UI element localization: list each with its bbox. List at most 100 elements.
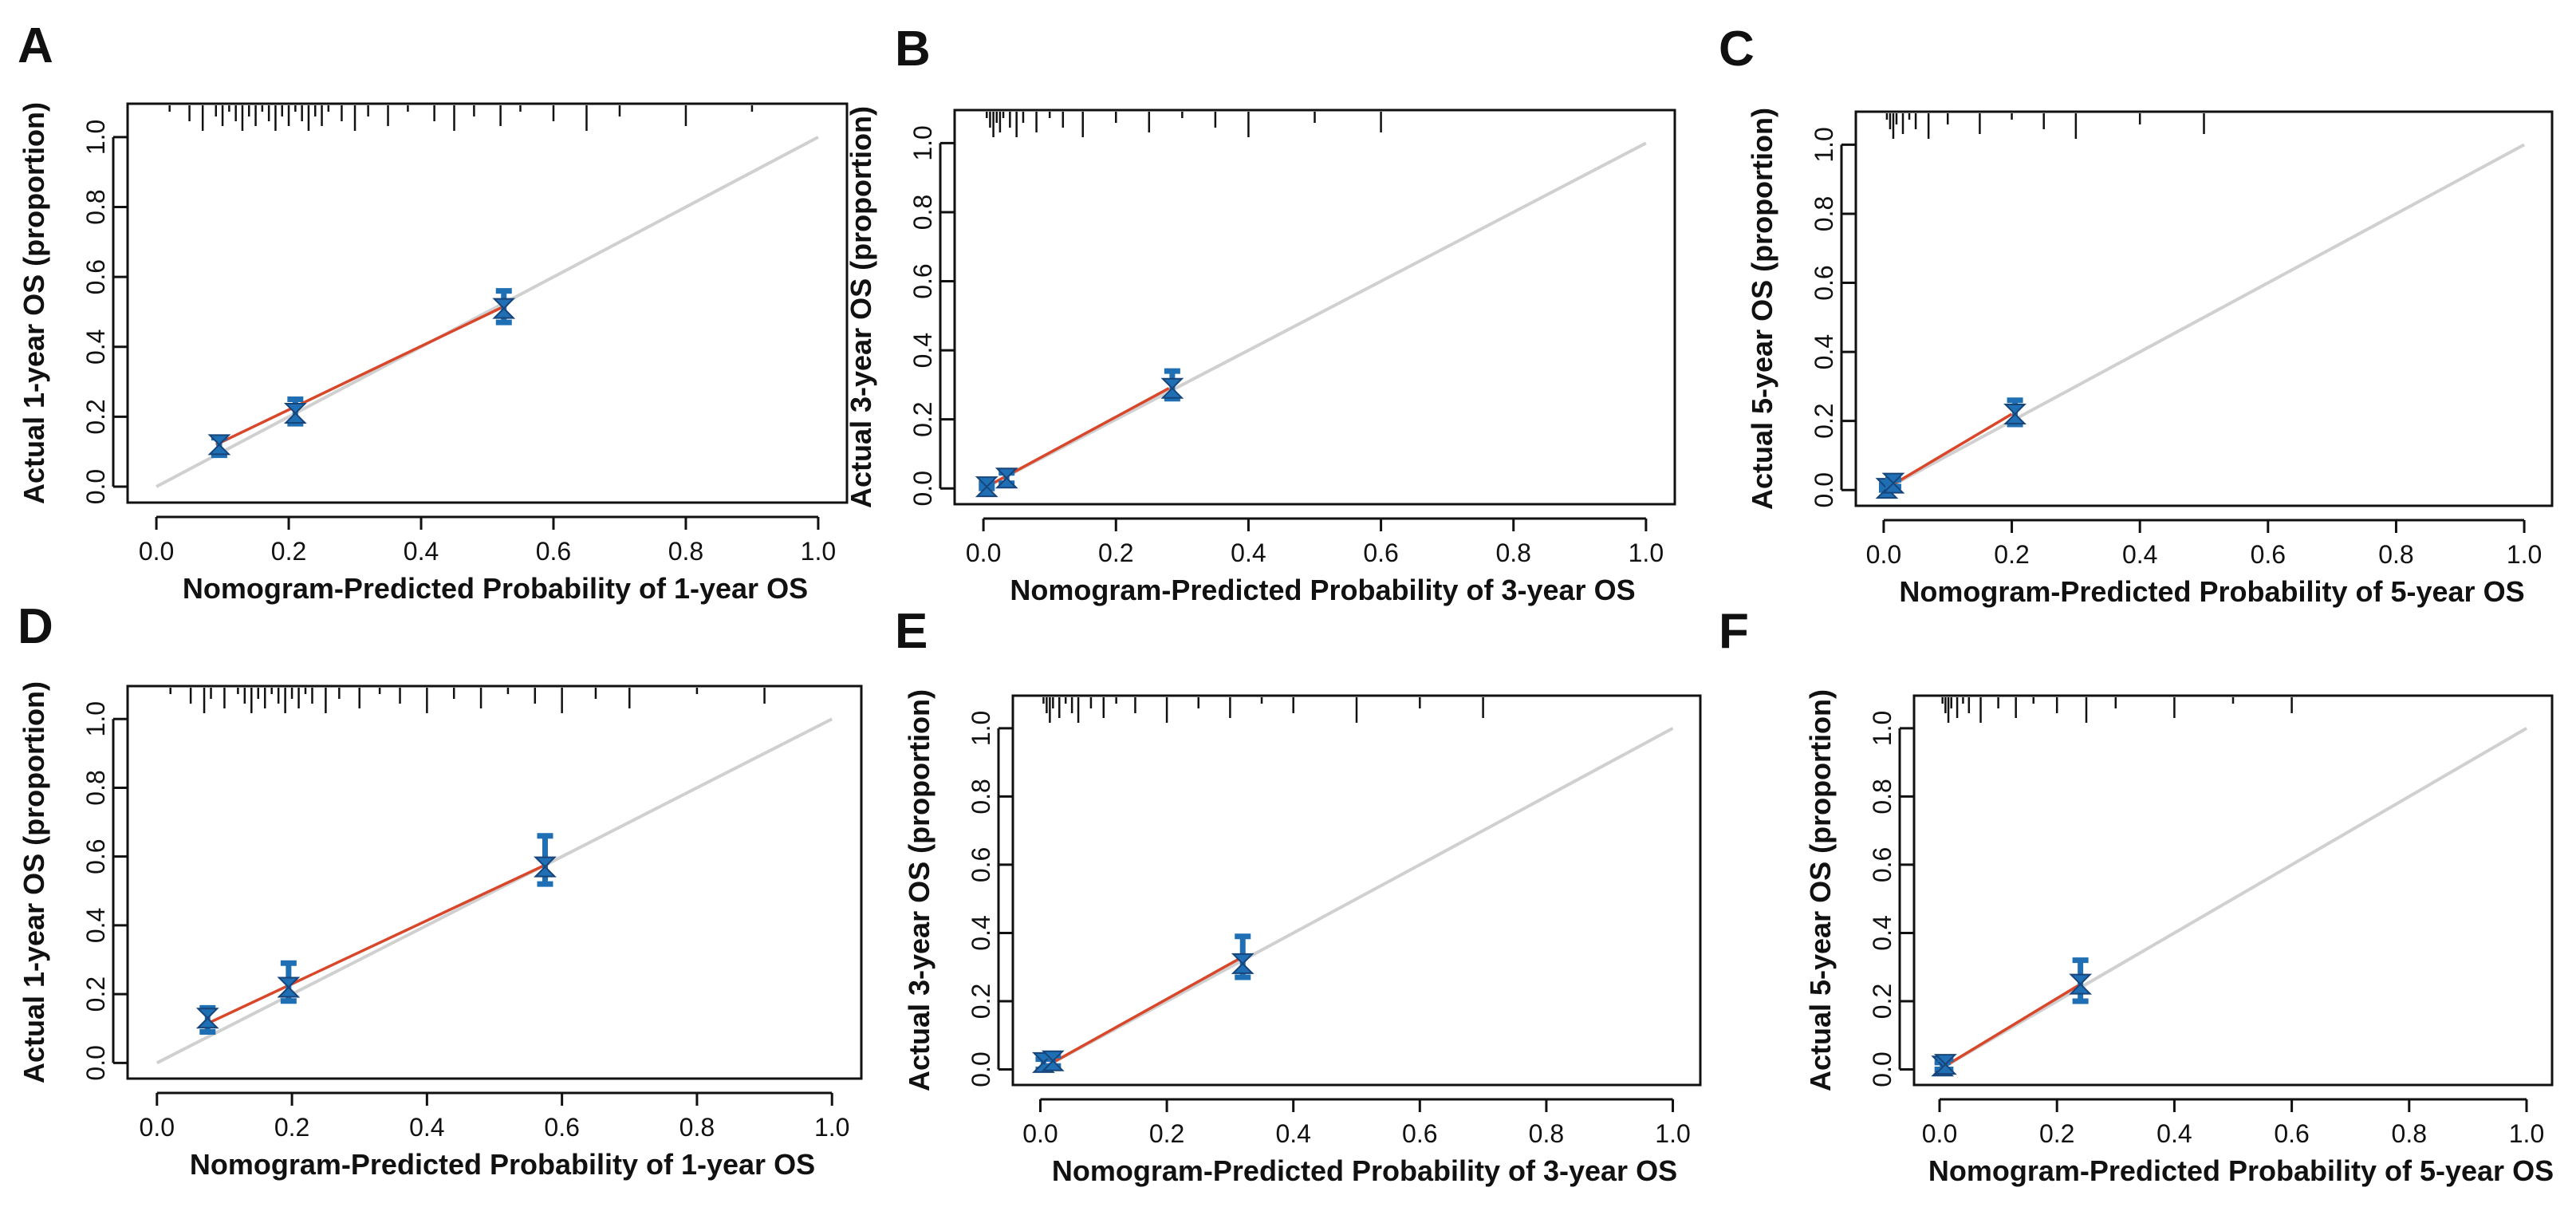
panel-f-point	[2069, 973, 2093, 995]
panel-d-y-tick-label: 1.0	[81, 701, 110, 736]
panel-f-point	[1933, 1054, 1957, 1075]
panel-a-x-tick-label: 0.6	[536, 537, 571, 566]
panel-d-y-tick-label: 0.8	[81, 770, 110, 805]
panel-c-y-tick-label: 0.4	[1810, 334, 1838, 369]
panel-c-point	[1881, 472, 1905, 494]
panel-letter-b: B	[895, 22, 931, 77]
panel-e-frame	[1011, 694, 1702, 1087]
panel-e-x-tick-label: 0.0	[1022, 1119, 1058, 1148]
panel-f-y-axis-title: Actual 5-year OS (proportion)	[1804, 689, 1837, 1091]
panel-d-x-tick-label: 0.4	[409, 1113, 444, 1142]
panel-a-x-axis-title: Nomogram-Predicted Probability of 1-year…	[183, 572, 808, 605]
panel-f-x-tick-label: 0.4	[2157, 1119, 2192, 1148]
panel-e-point	[1231, 953, 1255, 974]
panel-b-point	[1160, 377, 1184, 399]
panel-e-y-tick-label: 0.4	[967, 915, 995, 950]
panel-c-fit-line	[1883, 412, 2013, 491]
panel-b-x-tick-label: 0.8	[1495, 538, 1530, 567]
panel-c-ideal-line	[1882, 143, 2526, 492]
panel-e-x-tick-label: 0.2	[1149, 1119, 1184, 1148]
panel-c-x-tick-label: 0.6	[2251, 540, 2286, 569]
panel-c-x-axis-title: Nomogram-Predicted Probability of 5-year…	[1899, 575, 2524, 608]
panel-d-ideal-line	[156, 717, 833, 1065]
panel-a-y-tick-label: 0.0	[81, 469, 110, 504]
panel-e-ideal-line	[1039, 727, 1674, 1071]
panel-a-y-tick-label: 0.4	[81, 329, 110, 365]
panel-f-x-axis-title: Nomogram-Predicted Probability of 5-year…	[1928, 1154, 2554, 1187]
panel-c-x-tick-label: 0.0	[1866, 540, 1901, 569]
panel-letter-e: E	[895, 604, 928, 659]
panel-f-x-tick-label: 0.2	[2039, 1119, 2074, 1148]
panel-b-chart: 0.0 0.2 0.4 0.6 0.8 1.0 0.0 0.2 0.4 0.6 0.8 1.0 Nomo…	[845, 106, 1676, 606]
panel-c-x-tick-label: 1.0	[2507, 540, 2542, 569]
panel-a-frame	[126, 102, 849, 504]
panel-d-x-tick-label: 1.0	[814, 1113, 849, 1142]
panel-c-y-tick-label: 1.0	[1810, 127, 1838, 162]
panel-e-y-tick-label: 1.0	[967, 711, 995, 746]
panel-f-fit-line	[1939, 983, 2082, 1071]
panel-c-y-tick-label: 0.6	[1810, 265, 1838, 300]
panel-d-point	[195, 1008, 219, 1029]
panel-f-chart: 0.0 0.2 0.4 0.6 0.8 1.0 0.0 0.2 0.4 0.6 0.8 1.0 Nomo…	[1804, 689, 2554, 1187]
panel-letter-a: A	[18, 18, 53, 73]
panel-letter-d: D	[18, 599, 53, 654]
panel-c-x-tick-label: 0.8	[2378, 540, 2413, 569]
panel-d-x-tick-label: 0.0	[140, 1113, 175, 1142]
panel-d-x-tick-label: 0.6	[544, 1113, 579, 1142]
panel-b-y-axis-title: Actual 3-year OS (proportion)	[845, 106, 877, 508]
panel-c-point	[2003, 404, 2027, 425]
panel-d-y-tick-label: 0.0	[81, 1045, 110, 1080]
panel-e-x-tick-label: 0.4	[1275, 1119, 1310, 1148]
panel-d-y-tick-label: 0.4	[81, 908, 110, 943]
panel-b-ideal-line	[983, 141, 1647, 491]
panel-a-point	[283, 403, 307, 424]
panel-a-chart: 0.0 0.2 0.4 0.6 0.8 1.0 0.0 0.2 0.4 0.6 0.8 1.0 Nomo…	[18, 102, 849, 605]
panel-f-y-tick-label: 0.2	[1868, 984, 1897, 1019]
panel-d-frame	[126, 684, 863, 1080]
panel-b-y-tick-label: 0.2	[908, 401, 937, 436]
panel-b-x-tick-label: 1.0	[1629, 538, 1664, 567]
panel-b-x-tick-label: 0.0	[966, 538, 1001, 567]
panel-e-y-tick-label: 0.2	[967, 984, 995, 1019]
panel-e-y-tick-label: 0.8	[967, 779, 995, 814]
panel-c-x-tick-label: 0.2	[1994, 540, 2029, 569]
panel-f-x-tick-label: 0.6	[2274, 1119, 2309, 1148]
panel-b-point	[995, 467, 1018, 489]
panel-a-y-axis-title: Actual 1-year OS (proportion)	[18, 102, 50, 504]
panel-c-frame	[1854, 110, 2554, 507]
panel-a-y-tick-label: 1.0	[81, 120, 110, 155]
panel-b-y-tick-label: 0.4	[908, 333, 937, 368]
panel-e-chart: 0.0 0.2 0.4 0.6 0.8 1.0 0.0 0.2 0.4 0.6 0.8 1.0 Nomo…	[903, 689, 1702, 1187]
panel-b-point	[975, 476, 998, 498]
panel-f-y-tick-label: 1.0	[1868, 711, 1897, 746]
panel-e-y-axis-title: Actual 3-year OS (proportion)	[903, 689, 935, 1091]
panel-e-y-tick-label: 0.6	[967, 847, 995, 882]
panel-letter-c: C	[1719, 22, 1755, 77]
panel-a-ideal-line	[156, 136, 819, 488]
panel-f-y-tick-label: 0.0	[1868, 1051, 1897, 1087]
panel-d-x-tick-label: 0.2	[274, 1113, 309, 1142]
panel-d-point	[277, 976, 301, 998]
panel-e-x-tick-label: 0.8	[1529, 1119, 1564, 1148]
panel-b-frame	[953, 108, 1676, 506]
panel-a-x-tick-label: 0.2	[271, 537, 306, 566]
panel-d-x-axis-title: Nomogram-Predicted Probability of 1-year…	[190, 1148, 815, 1181]
panel-b-y-tick-label: 0.0	[908, 471, 937, 506]
panel-c-x-tick-label: 0.4	[2122, 540, 2157, 569]
panel-d-chart: 0.0 0.2 0.4 0.6 0.8 1.0 0.0 0.2 0.4 0.6 0.8 1.0 Nomo…	[18, 681, 863, 1181]
panel-a-y-tick-label: 0.6	[81, 259, 110, 294]
panel-a-point	[207, 434, 231, 456]
panel-a-y-tick-label: 0.2	[81, 399, 110, 434]
panel-e-point	[1041, 1050, 1065, 1071]
panel-b-y-tick-label: 1.0	[908, 125, 937, 160]
panel-b-x-axis-title: Nomogram-Predicted Probability of 3-year…	[1010, 574, 1635, 606]
panel-a-x-tick-label: 1.0	[801, 537, 836, 566]
panel-f-y-tick-label: 0.4	[1868, 915, 1897, 950]
panel-c-chart: 0.0 0.2 0.4 0.6 0.8 1.0 0.0 0.2 0.4 0.6 0.8 1.0 Nomo…	[1746, 108, 2554, 608]
panel-a-point	[492, 298, 516, 319]
panel-d-x-tick-label: 0.8	[679, 1113, 715, 1142]
panel-b-y-tick-label: 0.8	[908, 195, 937, 230]
panel-e-y-tick-label: 0.0	[967, 1051, 995, 1087]
panel-e-x-tick-label: 1.0	[1655, 1119, 1690, 1148]
